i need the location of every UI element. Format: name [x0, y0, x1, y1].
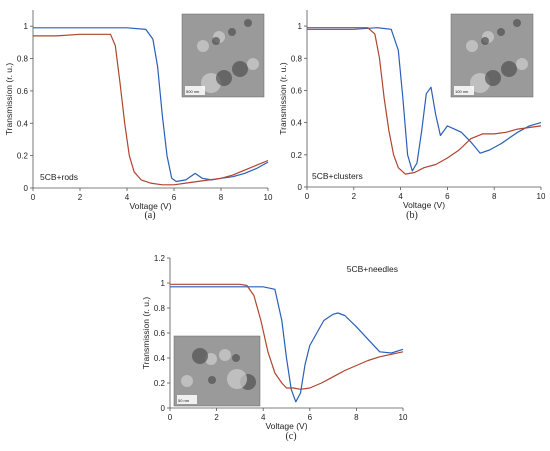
sample-annotation: 5CB+clusters: [312, 171, 363, 181]
x-tick-label: 2: [78, 193, 83, 202]
y-tick-label: 0.4: [291, 119, 303, 128]
panel-c: 0 2 4 6 8 10 0 0.2 0.4 0.6 0.8 1 1.2 Voltage (V) Trans…: [141, 254, 408, 442]
x-tick-label: 4: [125, 193, 130, 202]
x-axis-label: Voltage (V): [265, 421, 307, 431]
x-tick-label: 0: [31, 193, 36, 202]
inset-particle: [244, 19, 252, 27]
scale-bar-label: 50 nm: [178, 398, 190, 403]
inset-particle: [497, 28, 505, 36]
series-line-red: [307, 27, 542, 175]
y-tick-label: 0.8: [154, 304, 166, 313]
inset-particle: [228, 28, 236, 36]
y-tick-label: 0.2: [291, 151, 303, 160]
inset-particle: [181, 375, 193, 387]
x-tick-label: 8: [354, 413, 359, 422]
inset-particle: [197, 40, 209, 52]
x-tick-label: 6: [308, 413, 313, 422]
series-line-blue: [170, 286, 404, 403]
series-line-red: [33, 33, 269, 186]
inset-image: [173, 335, 261, 407]
inset-particle: [516, 58, 528, 70]
series-line-blue: [33, 27, 269, 183]
inset-micrograph: 500 nm: [181, 13, 265, 98]
panel-caption: (c): [285, 431, 296, 442]
y-tick-label: 0.8: [291, 54, 303, 63]
x-tick-label: 10: [264, 193, 273, 202]
x-tick-label: 4: [261, 413, 266, 422]
inset-particle: [466, 40, 478, 52]
scale-bar-box: [454, 86, 474, 95]
inset-particle: [192, 348, 208, 364]
inset-particle: [208, 376, 216, 384]
inset-micrograph: 100 nm: [450, 13, 534, 98]
inset-particle: [232, 354, 240, 362]
sample-annotation: 5CB+rods: [40, 172, 78, 182]
scale-bar-box: [185, 86, 205, 95]
y-tick-label: 0: [161, 404, 166, 413]
panel-b: 0 2 4 6 8 10 0 0.2 0.4 0.6 0.8 1 Voltage (V) Transmis…: [278, 10, 546, 221]
inset-particle: [247, 58, 259, 70]
inset-particle: [232, 61, 248, 77]
inset-particle: [501, 61, 517, 77]
y-tick-label: 1.2: [154, 254, 166, 263]
inset-micrograph: 50 nm: [173, 335, 261, 407]
y-tick-label: 0: [24, 184, 29, 193]
scale-bar-label: 100 nm: [455, 89, 469, 94]
x-tick-label: 6: [172, 193, 177, 202]
inset-particle: [481, 37, 489, 45]
x-tick-label: 10: [537, 192, 546, 201]
panel-caption: (b): [406, 210, 418, 221]
x-tick-label: 0: [168, 413, 173, 422]
y-axis-label: Transmission (r. u.): [4, 63, 14, 136]
y-axis-label: Transmission (r. u.): [278, 62, 288, 135]
y-axis-label: Transmission (r. u.): [141, 297, 151, 370]
x-tick-label: 10: [399, 413, 408, 422]
panel-caption: (a): [144, 210, 155, 221]
sample-annotation: 5CB+needles: [347, 264, 398, 274]
x-axis-label: Voltage (V): [403, 200, 445, 210]
x-tick-label: 6: [445, 192, 450, 201]
y-tick-label: 0.2: [154, 379, 166, 388]
x-tick-label: 0: [305, 192, 310, 201]
y-tick-label: 0: [298, 183, 303, 192]
y-tick-label: 0.4: [17, 119, 29, 128]
scale-bar-box: [177, 395, 197, 404]
y-tick-label: 0.2: [17, 152, 29, 161]
scale-bar-label: 500 nm: [186, 89, 200, 94]
x-tick-label: 2: [352, 192, 357, 201]
y-tick-label: 0.6: [154, 329, 166, 338]
y-tick-label: 1: [161, 279, 166, 288]
x-tick-label: 2: [214, 413, 219, 422]
inset-particle: [219, 349, 231, 361]
inset-particle: [513, 19, 521, 27]
inset-particle: [212, 37, 220, 45]
y-tick-label: 0.4: [154, 354, 166, 363]
x-tick-label: 8: [492, 192, 497, 201]
series-line-red: [170, 283, 404, 390]
y-tick-label: 0.6: [291, 86, 303, 95]
y-tick-label: 1: [24, 22, 29, 31]
x-axis-label: Voltage (V): [129, 201, 171, 211]
inset-particle: [216, 70, 232, 86]
y-tick-label: 0.8: [17, 55, 29, 64]
x-tick-label: 8: [219, 193, 224, 202]
y-tick-label: 1: [298, 22, 303, 31]
series-line-blue: [307, 27, 542, 172]
inset-particle: [485, 70, 501, 86]
x-tick-label: 4: [398, 192, 403, 201]
y-tick-label: 0.6: [17, 87, 29, 96]
inset-particle: [227, 369, 247, 389]
panel-a: 0 2 4 6 8 10 0 0.2 0.4 0.6 0.8 1 Voltage (V) Transmis…: [4, 10, 273, 221]
